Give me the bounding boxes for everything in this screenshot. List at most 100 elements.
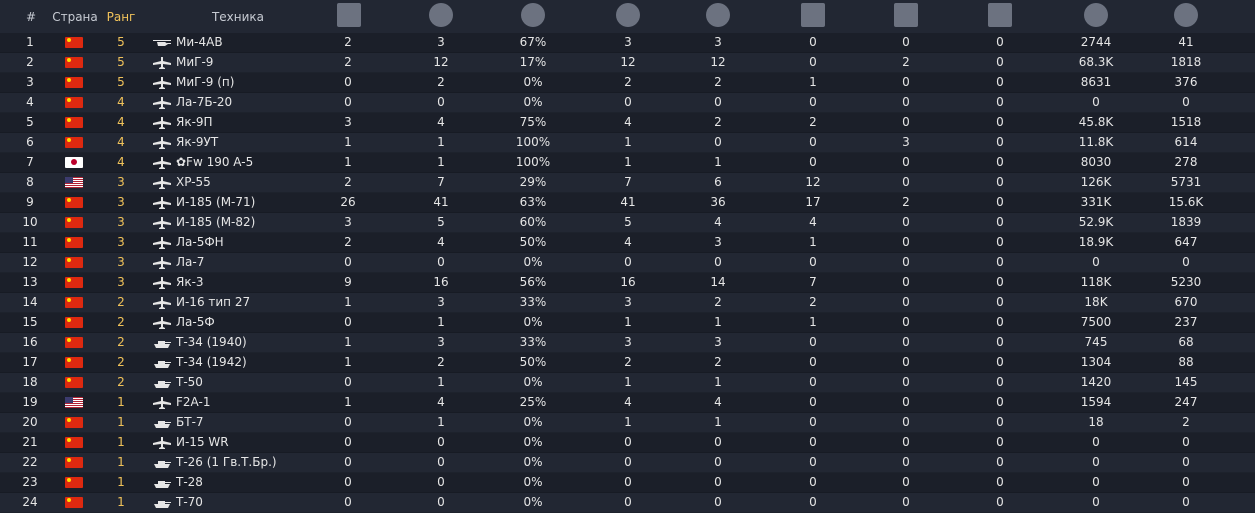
stat-c9: 118K bbox=[1080, 275, 1112, 289]
table-row[interactable]: 20 1 БТ-7 0 1 0% 1 1 0 0 0 18 2 bbox=[0, 413, 1255, 433]
stat-c10: 0 bbox=[1182, 255, 1190, 269]
stat-c10: 0 bbox=[1182, 435, 1190, 449]
vehicle-name: Т-70 bbox=[176, 495, 203, 509]
table-row[interactable]: 9 3 И-185 (М-71) 26 41 63% 41 36 17 2 0 331K 15.6K bbox=[0, 193, 1255, 213]
stat-c4: 7 bbox=[624, 175, 632, 189]
stat-c10: 1839 bbox=[1170, 215, 1202, 229]
stat-c10: 145 bbox=[1174, 375, 1198, 389]
stat-c9: 68.3K bbox=[1078, 55, 1114, 69]
table-row[interactable]: 15 2 Ла-5Ф 0 1 0% 1 1 1 0 0 7500 237 bbox=[0, 313, 1255, 333]
stat-c7: 2 bbox=[902, 195, 910, 209]
win-rate-icon[interactable] bbox=[521, 3, 545, 27]
stat-c1: 1 bbox=[344, 135, 352, 149]
row-number: 14 bbox=[22, 295, 38, 309]
table-row[interactable]: 16 2 Т-34 (1940) 1 3 33% 3 3 0 0 0 745 68 bbox=[0, 333, 1255, 353]
naval-icon[interactable] bbox=[894, 3, 918, 27]
stat-c6: 1 bbox=[809, 235, 817, 249]
stat-c8: 0 bbox=[996, 75, 1004, 89]
stat-c3: 0% bbox=[523, 315, 543, 329]
table-header: # Страна Ранг Техника bbox=[0, 0, 1255, 33]
vehicle-rank: 1 bbox=[117, 495, 125, 509]
vehicle-name: Як-9УТ bbox=[176, 135, 219, 149]
flag-icon[interactable] bbox=[616, 3, 640, 27]
stat-c3: 0% bbox=[523, 435, 543, 449]
stat-c8: 0 bbox=[996, 175, 1004, 189]
stat-c3: 0% bbox=[523, 495, 543, 509]
stat-c6: 0 bbox=[809, 155, 817, 169]
table-row[interactable]: 1 5 Ми-4АВ 2 3 67% 3 3 0 0 0 2744 41 bbox=[0, 33, 1255, 53]
stat-c8: 0 bbox=[996, 35, 1004, 49]
silver-lions-icon[interactable] bbox=[1084, 3, 1108, 27]
column-header-vehicle[interactable]: Техника bbox=[211, 9, 265, 24]
stat-c4: 0 bbox=[624, 255, 632, 269]
stat-c1: 2 bbox=[344, 35, 352, 49]
table-row[interactable]: 19 1 F2A-1 1 4 25% 4 4 0 0 0 1594 247 bbox=[0, 393, 1255, 413]
vehicle-rank: 2 bbox=[117, 295, 125, 309]
table-row[interactable]: 23 1 Т-28 0 0 0% 0 0 0 0 0 0 0 bbox=[0, 473, 1255, 493]
stat-c10: 15.6K bbox=[1168, 195, 1204, 209]
stat-c2: 0 bbox=[437, 495, 445, 509]
table-row[interactable]: 24 1 Т-70 0 0 0% 0 0 0 0 0 0 0 bbox=[0, 493, 1255, 513]
column-header-num[interactable]: # bbox=[25, 9, 37, 24]
stat-c2: 0 bbox=[437, 95, 445, 109]
table-row[interactable]: 14 2 И-16 тип 27 1 3 33% 3 2 2 0 0 18K 670 bbox=[0, 293, 1255, 313]
stat-c8: 0 bbox=[996, 215, 1004, 229]
table-row[interactable]: 13 3 Як-3 9 16 56% 16 14 7 0 0 118K 5230 bbox=[0, 273, 1255, 293]
stat-c2: 0 bbox=[437, 435, 445, 449]
stat-c7: 0 bbox=[902, 215, 910, 229]
plane-icon bbox=[153, 77, 171, 89]
stat-c1: 1 bbox=[344, 395, 352, 409]
table-row[interactable]: 7 4 ✿Fw 190 A-5 1 1 100% 1 1 0 0 0 8030 278 bbox=[0, 153, 1255, 173]
column-header-country[interactable]: Страна bbox=[52, 9, 98, 24]
china-flag-icon bbox=[65, 277, 83, 288]
china-flag-icon bbox=[65, 437, 83, 448]
row-number: 19 bbox=[22, 395, 38, 409]
china-flag-icon bbox=[65, 337, 83, 348]
column-header-rank[interactable]: Ранг bbox=[106, 9, 136, 24]
table-row[interactable]: 21 1 И-15 WR 0 0 0% 0 0 0 0 0 0 0 bbox=[0, 433, 1255, 453]
table-row[interactable]: 3 5 МиГ-9 (п) 0 2 0% 2 2 1 0 0 8631 376 bbox=[0, 73, 1255, 93]
stat-c5: 4 bbox=[714, 395, 722, 409]
stat-c9: 45.8K bbox=[1078, 115, 1114, 129]
stat-c9: 18K bbox=[1084, 295, 1108, 309]
stat-c9: 126K bbox=[1080, 175, 1112, 189]
stat-c10: 0 bbox=[1182, 455, 1190, 469]
table-row[interactable]: 4 4 Ла-7Б-20 0 0 0% 0 0 0 0 0 0 0 bbox=[0, 93, 1255, 113]
plane-icon bbox=[153, 57, 171, 69]
row-number: 4 bbox=[26, 95, 34, 109]
stat-c6: 0 bbox=[809, 55, 817, 69]
stat-c4: 3 bbox=[624, 335, 632, 349]
stat-c2: 41 bbox=[433, 195, 449, 209]
table-row[interactable]: 12 3 Ла-7 0 0 0% 0 0 0 0 0 0 0 bbox=[0, 253, 1255, 273]
plane-icon bbox=[153, 237, 171, 249]
stat-c6: 17 bbox=[805, 195, 821, 209]
research-points-icon[interactable] bbox=[1174, 3, 1198, 27]
stat-c4: 4 bbox=[624, 115, 632, 129]
stat-c4: 0 bbox=[624, 495, 632, 509]
air-kills-icon[interactable] bbox=[429, 3, 453, 27]
vehicle-rank: 4 bbox=[117, 155, 125, 169]
table-row[interactable]: 2 5 МиГ-9 2 12 17% 12 12 0 2 0 68.3K 1818 bbox=[0, 53, 1255, 73]
stat-c4: 0 bbox=[624, 435, 632, 449]
row-number: 21 bbox=[22, 435, 38, 449]
table-row[interactable]: 8 3 XP-55 2 7 29% 7 6 12 0 0 126K 5731 bbox=[0, 173, 1255, 193]
battles-icon[interactable] bbox=[337, 3, 361, 27]
table-row[interactable]: 22 1 Т-26 (1 Гв.Т.Бр.) 0 0 0% 0 0 0 0 0 0 0 bbox=[0, 453, 1255, 473]
vehicle-name: БТ-7 bbox=[176, 415, 204, 429]
ground-kills-icon[interactable] bbox=[706, 3, 730, 27]
stars-icon[interactable] bbox=[801, 3, 825, 27]
stat-c8: 0 bbox=[996, 395, 1004, 409]
table-row[interactable]: 18 2 Т-50 0 1 0% 1 1 0 0 0 1420 145 bbox=[0, 373, 1255, 393]
stat-c1: 0 bbox=[344, 75, 352, 89]
anchors-icon[interactable] bbox=[988, 3, 1012, 27]
table-row[interactable]: 11 3 Ла-5ФН 2 4 50% 4 3 1 0 0 18.9K 647 bbox=[0, 233, 1255, 253]
stat-c7: 0 bbox=[902, 255, 910, 269]
stat-c6: 1 bbox=[809, 315, 817, 329]
table-row[interactable]: 6 4 Як-9УТ 1 1 100% 1 0 0 3 0 11.8K 614 bbox=[0, 133, 1255, 153]
table-row[interactable]: 17 2 Т-34 (1942) 1 2 50% 2 2 0 0 0 1304 88 bbox=[0, 353, 1255, 373]
stat-c1: 3 bbox=[344, 215, 352, 229]
table-row[interactable]: 10 3 И-185 (М-82) 3 5 60% 5 4 4 0 0 52.9K 1839 bbox=[0, 213, 1255, 233]
row-number: 5 bbox=[26, 115, 34, 129]
china-flag-icon bbox=[65, 317, 83, 328]
table-row[interactable]: 5 4 Як-9П 3 4 75% 4 2 2 0 0 45.8K 1518 bbox=[0, 113, 1255, 133]
